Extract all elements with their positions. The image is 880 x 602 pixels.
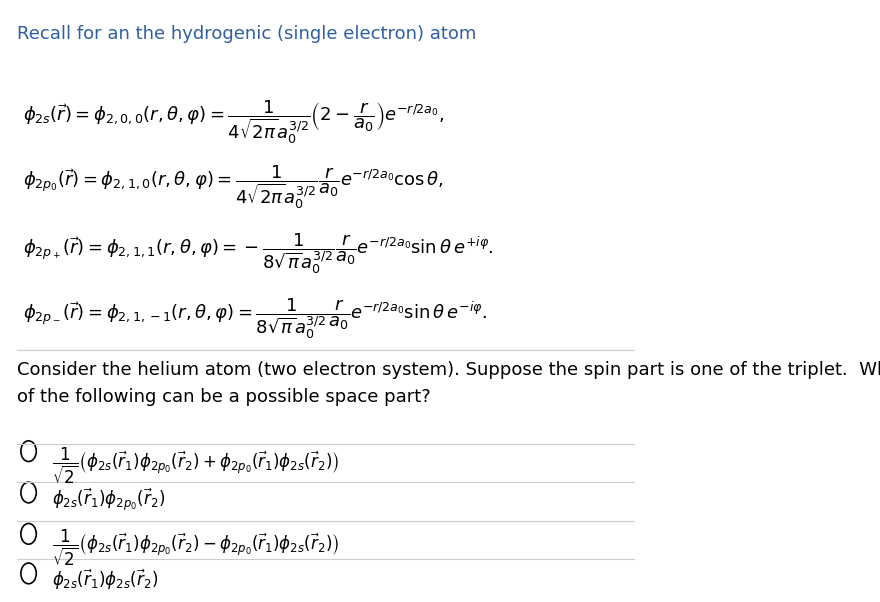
Text: Recall for an the hydrogenic (single electron) atom: Recall for an the hydrogenic (single ele… xyxy=(17,25,476,43)
Text: $\phi_{2s}(\vec{r}) = \phi_{2,0,0}(r,\theta,\varphi) = \dfrac{1}{4\sqrt{2\pi}a_0: $\phi_{2s}(\vec{r}) = \phi_{2,0,0}(r,\th… xyxy=(24,99,444,146)
Text: $\phi_{2s}(\vec{r}_1)\phi_{2s}(\vec{r}_2)$: $\phi_{2s}(\vec{r}_1)\phi_{2s}(\vec{r}_2… xyxy=(52,568,158,592)
Text: Consider the helium atom (two electron system). Suppose the spin part is one of : Consider the helium atom (two electron s… xyxy=(17,361,880,406)
Text: $\dfrac{1}{\sqrt{2}}\left(\phi_{2s}(\vec{r}_1)\phi_{2p_0}(\vec{r}_2) - \phi_{2p_: $\dfrac{1}{\sqrt{2}}\left(\phi_{2s}(\vec… xyxy=(52,528,340,568)
Text: $\phi_{2p_0}(\vec{r}) = \phi_{2,1,0}(r,\theta,\varphi) = \dfrac{1}{4\sqrt{2\pi}a: $\phi_{2p_0}(\vec{r}) = \phi_{2,1,0}(r,\… xyxy=(24,164,444,211)
Text: $\phi_{2p_-}(\vec{r}) = \phi_{2,1,-1}(r,\theta,\varphi) = \dfrac{1}{8\sqrt{\pi}a: $\phi_{2p_-}(\vec{r}) = \phi_{2,1,-1}(r,… xyxy=(24,296,488,341)
Text: $\phi_{2s}(\vec{r}_1)\phi_{2p_0}(\vec{r}_2)$: $\phi_{2s}(\vec{r}_1)\phi_{2p_0}(\vec{r}… xyxy=(52,486,165,514)
Text: $\phi_{2p_+}(\vec{r}) = \phi_{2,1,1}(r,\theta,\varphi) = -\dfrac{1}{8\sqrt{\pi}a: $\phi_{2p_+}(\vec{r}) = \phi_{2,1,1}(r,\… xyxy=(24,232,495,276)
Text: $\dfrac{1}{\sqrt{2}}\left(\phi_{2s}(\vec{r}_1)\phi_{2p_0}(\vec{r}_2) + \phi_{2p_: $\dfrac{1}{\sqrt{2}}\left(\phi_{2s}(\vec… xyxy=(52,445,340,486)
